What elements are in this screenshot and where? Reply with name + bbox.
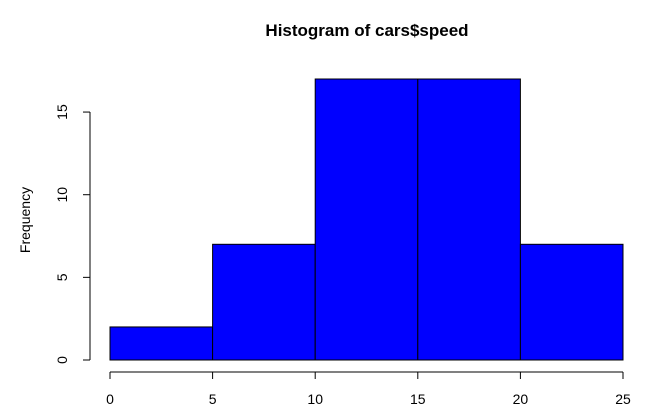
histogram-bar-3 [417, 78, 521, 361]
histogram-bar-4 [519, 243, 624, 361]
bars-group [109, 78, 624, 361]
y-tick-label: 0 [54, 356, 70, 364]
x-tick-label: 20 [513, 391, 529, 407]
chart-title: Histogram of cars$speed [265, 21, 468, 40]
histogram-bar-2 [314, 78, 419, 361]
y-axis-label: Frequency [17, 187, 33, 253]
x-tick-label: 25 [615, 391, 631, 407]
histogram-bar-1 [212, 243, 316, 361]
x-tick-label: 5 [209, 391, 217, 407]
histogram-bar-0 [109, 326, 214, 361]
x-tick-label: 0 [106, 391, 114, 407]
y-tick-label: 10 [54, 187, 70, 203]
x-tick-label: 10 [307, 391, 323, 407]
y-tick-label: 5 [54, 273, 70, 281]
y-axis: 0 5 10 15 [54, 104, 91, 364]
x-axis: 0 5 10 15 20 25 [106, 371, 631, 407]
y-tick-label: 15 [54, 104, 70, 120]
x-tick-label: 15 [410, 391, 426, 407]
